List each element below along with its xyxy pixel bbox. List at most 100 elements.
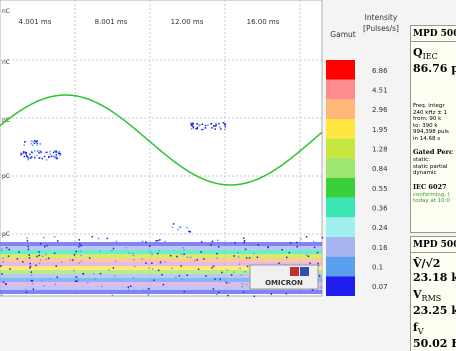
- pulse-dot: [132, 276, 135, 279]
- pulse-dot: [160, 290, 163, 292]
- pulse-dot: [205, 275, 207, 277]
- pulse-dot: [45, 151, 47, 154]
- pulse-dot: [142, 241, 144, 243]
- pulse-dot: [52, 155, 54, 157]
- intensity-title: [Pulses/s]: [363, 24, 399, 33]
- pulse-dot: [111, 294, 114, 297]
- pulse-dot: [242, 291, 245, 293]
- pulse-dot: [59, 154, 61, 157]
- pulse-dot: [141, 240, 144, 243]
- pulse-dot: [132, 253, 134, 255]
- unit-label: nC: [2, 8, 10, 15]
- pulse-dot: [285, 292, 288, 295]
- pulse-dot: [198, 125, 201, 127]
- pulse-dot: [192, 123, 194, 126]
- pulse-dot: [1, 294, 3, 297]
- pulse-dot: [56, 240, 59, 242]
- gamut-swatch: [326, 276, 355, 296]
- pulse-dot: [253, 252, 255, 255]
- pulse-dot: [22, 261, 24, 263]
- pulse-dot: [155, 239, 158, 242]
- pulse-dot: [29, 153, 31, 156]
- pulse-dot: [32, 140, 34, 143]
- pulse-dot: [186, 256, 189, 258]
- pulse-dot: [43, 236, 45, 239]
- quantity-value: 50.02 H: [413, 337, 456, 351]
- pulse-dot: [87, 281, 89, 284]
- pulse-dot: [316, 251, 319, 254]
- pulse-dot: [55, 155, 57, 158]
- pulse-dot: [55, 154, 58, 156]
- gamut-swatch: [326, 217, 355, 237]
- pulse-dot: [300, 238, 302, 240]
- pulse-dot: [132, 254, 135, 257]
- pulse-dot: [58, 152, 61, 155]
- pulse-dot: [34, 156, 36, 159]
- gamut-label: 0.07: [372, 283, 388, 291]
- pulse-dot: [49, 153, 51, 156]
- pulse-dot: [242, 290, 244, 292]
- pulse-dot: [44, 245, 46, 248]
- pulse-dot: [29, 262, 31, 265]
- unit-label: nC: [2, 59, 10, 66]
- pulse-dot: [39, 243, 42, 245]
- pulse-dot: [241, 286, 244, 288]
- pulse-dot: [146, 288, 149, 290]
- noise-band: [0, 266, 322, 270]
- pulse-dot: [72, 269, 75, 272]
- pulse-dot: [256, 256, 259, 258]
- pulse-dot: [55, 265, 57, 267]
- pulse-dot: [294, 243, 297, 245]
- gamut-label: 1.28: [372, 146, 388, 154]
- pulse-dot: [88, 257, 91, 259]
- gamut-swatch: [326, 158, 355, 178]
- pulse-dot: [215, 293, 218, 296]
- pulse-dot: [175, 276, 177, 279]
- pulse-dot: [31, 144, 34, 146]
- pulse-dot: [80, 260, 83, 262]
- pulse-dot: [53, 252, 56, 255]
- pulse-dot: [133, 265, 136, 268]
- quantity-symbol: VRMS: [411, 284, 456, 303]
- gated-line: static partial: [413, 163, 448, 170]
- pulse-dot: [222, 122, 225, 124]
- gamut-swatch: [326, 138, 355, 159]
- pulse-dot: [216, 257, 218, 259]
- pulse-dot: [169, 254, 172, 257]
- pulse-dot: [226, 269, 229, 272]
- pulse-dot: [176, 255, 178, 258]
- pulse-dot: [204, 127, 207, 129]
- symbol: f: [413, 321, 418, 335]
- gamut-label: 0.55: [372, 185, 388, 193]
- pulse-dot: [25, 291, 28, 294]
- pulse-dot: [218, 279, 221, 281]
- pulse-dot: [33, 140, 36, 142]
- symbol: V̂/√2: [413, 257, 441, 270]
- pulse-dot: [281, 249, 283, 251]
- pulse-dot: [245, 257, 248, 259]
- pulse-dot: [318, 264, 320, 267]
- pulse-dot: [109, 242, 111, 244]
- pulse-dot: [195, 128, 197, 130]
- pulse-dot: [211, 240, 214, 243]
- intensity-title: Intensity: [365, 13, 398, 22]
- pulse-dot: [200, 251, 202, 253]
- pulse-dot: [49, 150, 51, 153]
- pulse-dot: [1, 249, 3, 252]
- pulse-dot: [93, 273, 95, 275]
- noise-band: [0, 254, 322, 258]
- pulse-dot: [151, 268, 154, 270]
- pulse-dot: [114, 275, 116, 277]
- pulse-dot: [178, 226, 181, 228]
- pulse-dot: [216, 252, 218, 255]
- pulse-dot: [134, 289, 136, 292]
- pulse-dot: [38, 262, 41, 265]
- pulse-dot: [243, 240, 246, 242]
- pulse-dot: [80, 254, 82, 257]
- iec-lines: conforming, (today at 10:0: [411, 192, 456, 205]
- pulse-dot: [233, 255, 235, 257]
- pulse-dot: [39, 259, 42, 261]
- pulse-dot: [242, 237, 245, 239]
- pulse-dot: [45, 151, 48, 154]
- pulse-dot: [220, 128, 222, 130]
